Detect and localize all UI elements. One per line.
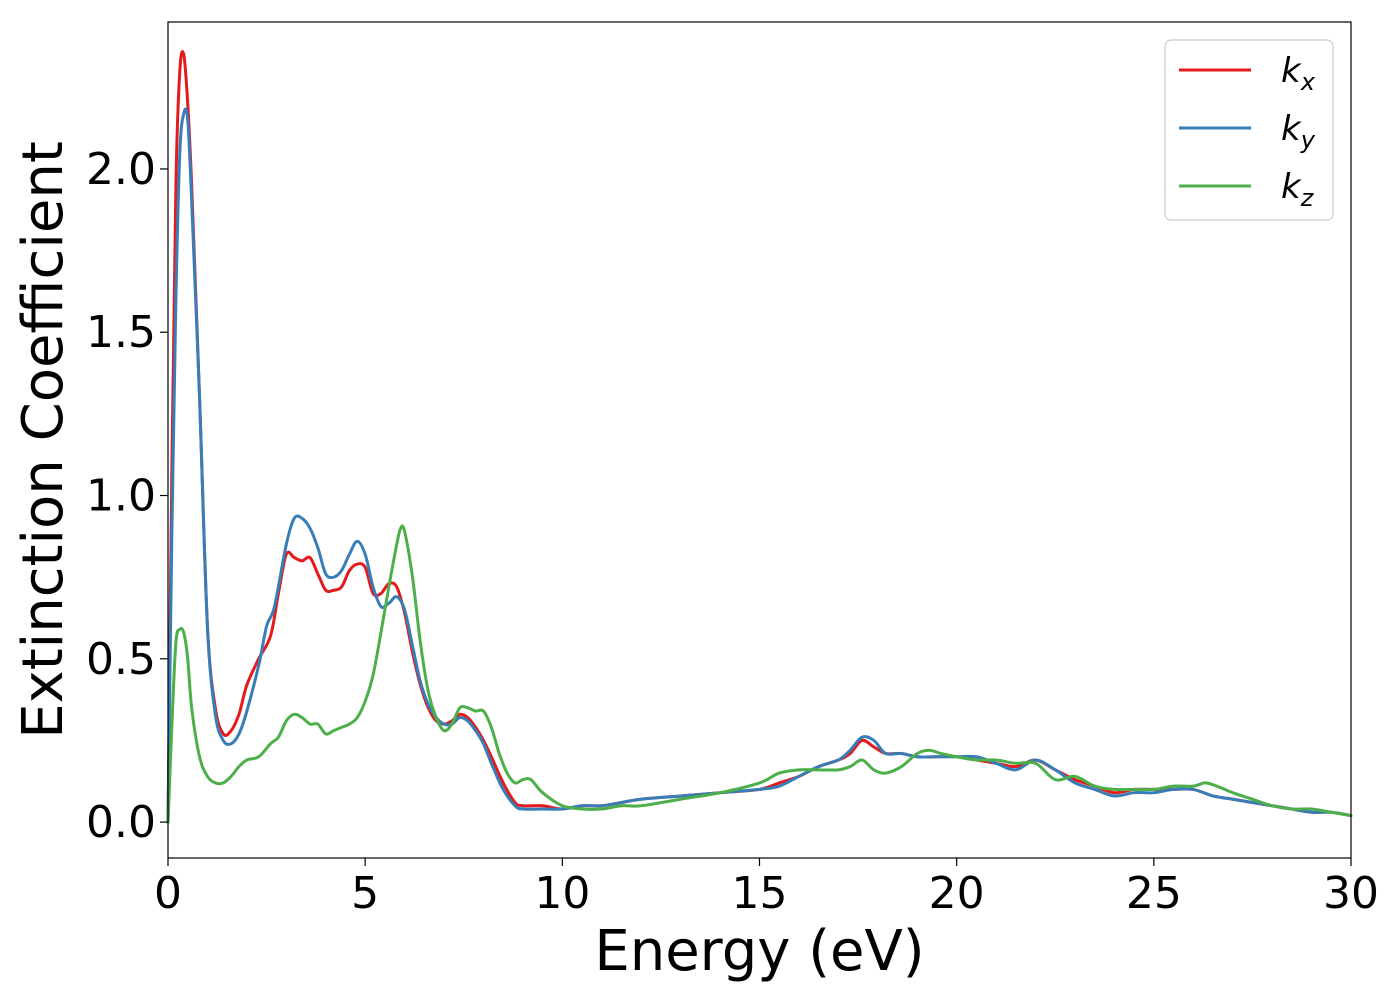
x-tick-label: 10	[534, 868, 590, 919]
y-tick-label: 2.0	[86, 144, 156, 195]
x-tick-label: 15	[732, 868, 788, 919]
series-line-z	[166, 524, 1353, 824]
legend-label-y: ky	[1281, 109, 1316, 154]
y-tick-label: 1.0	[86, 471, 156, 522]
legend-label-base: k	[1281, 167, 1302, 207]
legend-label-subscript: x	[1300, 68, 1316, 96]
legend-label-x: kx	[1281, 51, 1316, 96]
x-axis-ticks: 0 5 10 15 20 25 30	[154, 858, 1379, 919]
x-tick-label: 25	[1126, 868, 1182, 919]
legend-box	[1164, 39, 1334, 221]
series-line-y	[166, 107, 1353, 824]
x-tick-label: 0	[154, 868, 182, 919]
y-tick-label: 0.5	[86, 634, 156, 685]
y-axis-ticks: 0.0 0.5 1.0 1.5 2.0	[86, 144, 168, 848]
x-tick-label: 5	[351, 868, 379, 919]
x-axis-label: Energy (eV)	[594, 919, 924, 984]
y-tick-label: 1.5	[86, 307, 156, 358]
legend-label-subscript: z	[1300, 184, 1315, 212]
legend-label-base: k	[1281, 109, 1302, 149]
legend-label-subscript: y	[1300, 126, 1316, 154]
x-tick-label: 20	[929, 868, 985, 919]
x-tick-label: 30	[1323, 868, 1379, 919]
y-axis-label: Extinction Coefficient	[11, 141, 76, 739]
series-layer	[166, 50, 1353, 824]
legend-label-z: kz	[1281, 167, 1315, 212]
legend-label-base: k	[1281, 51, 1302, 91]
y-tick-label: 0.0	[86, 797, 156, 848]
